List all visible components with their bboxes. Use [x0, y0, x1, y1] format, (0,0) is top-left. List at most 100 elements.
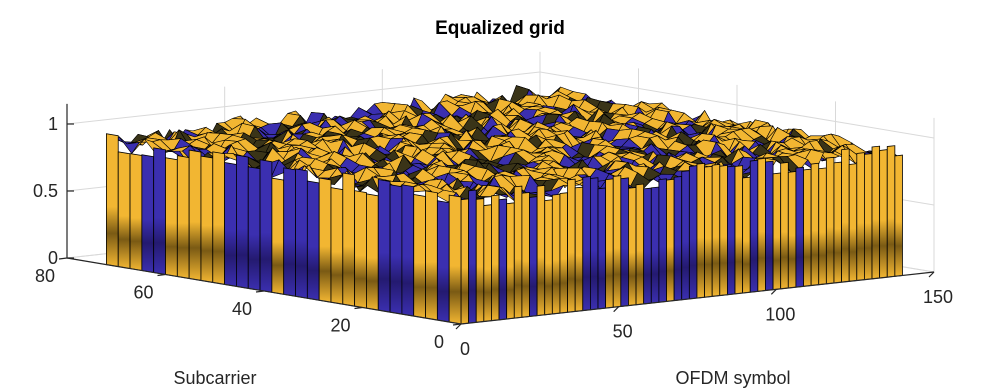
- surface-edge-slab: [704, 165, 713, 298]
- tick-mark: [354, 306, 363, 310]
- axes: [58, 103, 935, 330]
- surface-edge-slab: [688, 165, 698, 300]
- z-tick-label: 0: [48, 248, 58, 268]
- surface-edge-slab: [498, 198, 508, 321]
- surface-edge-slab: [295, 168, 308, 299]
- surface-edge-slab: [366, 193, 379, 311]
- surface-edge-slab: [757, 157, 766, 292]
- y-axis-label: Subcarrier: [173, 368, 256, 388]
- surface-edge-slab: [536, 184, 546, 317]
- surface-edge-slab: [628, 186, 637, 307]
- tick-mark: [770, 288, 777, 295]
- surface-edge-slab: [283, 167, 296, 297]
- surface-edge-slab: [711, 163, 721, 297]
- x-axis-label: OFDM symbol: [675, 368, 790, 388]
- surface-edge-slab: [475, 198, 485, 323]
- tick-mark: [452, 323, 462, 326]
- surface-edge-slab: [330, 187, 344, 305]
- surface-edge-slab: [259, 159, 273, 293]
- surface-edge-slab: [727, 165, 736, 296]
- surface-edge-slab: [589, 177, 599, 311]
- surface-edge-slab: [559, 192, 568, 314]
- surface-edge-slab: [460, 198, 470, 325]
- surface-edge-slab: [141, 154, 155, 273]
- surface-edge-slab: [681, 170, 690, 301]
- surface-edge-slab: [425, 190, 438, 321]
- surface-edge-slab: [271, 177, 285, 295]
- surface-edge-slab: [749, 159, 759, 293]
- surface-edge-slab: [544, 199, 553, 316]
- surface-edge-slab: [188, 149, 202, 281]
- surface-edge-slab: [436, 200, 450, 323]
- surface-edge-slab: [200, 155, 214, 283]
- surface-edge-slab: [165, 157, 178, 277]
- surface-edge-slab: [354, 190, 367, 309]
- surface-edge-slab: [795, 166, 804, 288]
- tick-mark: [255, 290, 265, 293]
- z-tick-label: 0.5: [33, 181, 58, 201]
- surface-edge-slab: [247, 166, 261, 291]
- tick-mark: [157, 273, 166, 277]
- surface-edge-slab: [719, 164, 728, 296]
- tick-mark: [928, 271, 935, 278]
- surface-edge-slab: [129, 153, 143, 272]
- tick-mark: [455, 323, 462, 330]
- grid-line: [66, 71, 541, 125]
- surface-edge-slab: [551, 193, 561, 315]
- tick-mark: [58, 257, 68, 260]
- surface-edge-slab: [529, 196, 538, 317]
- surface-edge-slab: [597, 187, 607, 310]
- tick-mark: [613, 306, 620, 313]
- surface-edge-slab: [342, 172, 356, 307]
- y-tick-label: 60: [133, 283, 153, 303]
- surface-edge-slab: [841, 148, 850, 283]
- surface-edge-slab: [106, 133, 119, 268]
- surface-edge-slab: [582, 176, 591, 312]
- surface-edge-slab: [153, 147, 166, 275]
- surface-edge-slab: [491, 194, 500, 322]
- surface-edge-slab: [236, 154, 249, 289]
- surface-edge-slab: [176, 155, 190, 279]
- surface-edge-slab: [612, 175, 622, 308]
- surface-edge-slab: [886, 145, 896, 278]
- surface-edge-slab: [605, 178, 614, 309]
- surface-edge-slab: [413, 193, 426, 319]
- surface-edge-slab: [856, 152, 865, 281]
- surface-edge-slab: [635, 183, 645, 306]
- surface-edge-slab: [620, 177, 629, 307]
- z-tick-label: 1: [48, 114, 58, 134]
- surface-edge-slab: [650, 186, 660, 304]
- surface-edge-slab: [787, 171, 797, 289]
- surface-edge-slab: [818, 167, 827, 286]
- surface-edge-slab: [742, 176, 751, 294]
- surface-edge-slab: [772, 172, 782, 291]
- surface-edge-slab: [574, 186, 584, 312]
- x-tick-label: 50: [613, 322, 633, 342]
- surface-edge-slab: [803, 168, 812, 287]
- surface-edge-slab: [306, 180, 320, 301]
- surface-edge-slab: [377, 179, 391, 313]
- x-tick-label: 0: [460, 339, 470, 359]
- surface-edge-slab: [318, 177, 332, 303]
- surface-edge-slab: [765, 160, 774, 291]
- surface-edge-slab: [117, 151, 131, 270]
- surface-edge-slab: [483, 204, 492, 322]
- surface-edge-slab: [734, 165, 744, 295]
- y-tick-label: 80: [35, 266, 55, 286]
- y-tick-label: 40: [232, 299, 252, 319]
- surface-edge-slab: [666, 178, 675, 302]
- surface-edge-slab: [894, 154, 903, 277]
- y-tick-label: 0: [434, 332, 444, 352]
- surface-edge-slab: [212, 151, 226, 285]
- surface-edge-slab: [448, 194, 462, 325]
- surface-edge-slab: [513, 185, 523, 319]
- surface-edge-slab: [401, 184, 415, 317]
- x-tick-label: 100: [765, 304, 795, 324]
- surface-edge-slab: [833, 161, 842, 284]
- surface-edge-slab: [696, 162, 705, 299]
- y-tick-label: 20: [330, 316, 350, 336]
- surface-edge-slab: [468, 189, 477, 324]
- surface-edge-slab: [780, 161, 789, 290]
